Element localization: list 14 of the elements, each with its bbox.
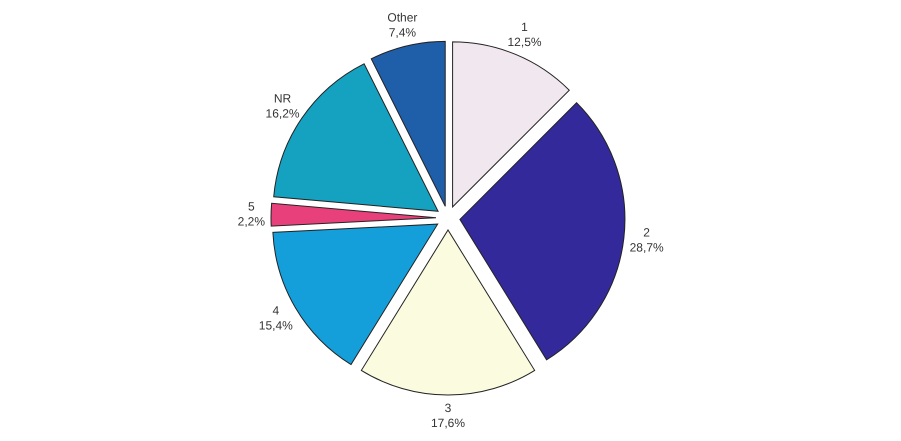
slice-label: Other (387, 10, 418, 26)
data-label: 16,2% (266, 106, 300, 122)
data-label: 12,5% (508, 35, 542, 50)
slice-label: NR (272, 92, 292, 107)
slice-label: 5 (247, 199, 256, 214)
data-label: 17,6% (430, 416, 466, 431)
slice-label: 1 (520, 20, 529, 36)
data-label: 15,4% (258, 318, 293, 334)
data-label: 7,4% (388, 25, 418, 40)
slice-label: 3 (444, 401, 452, 416)
slice-label: 2 (642, 226, 651, 241)
slice-label: 4 (271, 304, 280, 319)
data-label: 2,2% (238, 214, 266, 230)
data-label: 28,7% (630, 240, 664, 256)
